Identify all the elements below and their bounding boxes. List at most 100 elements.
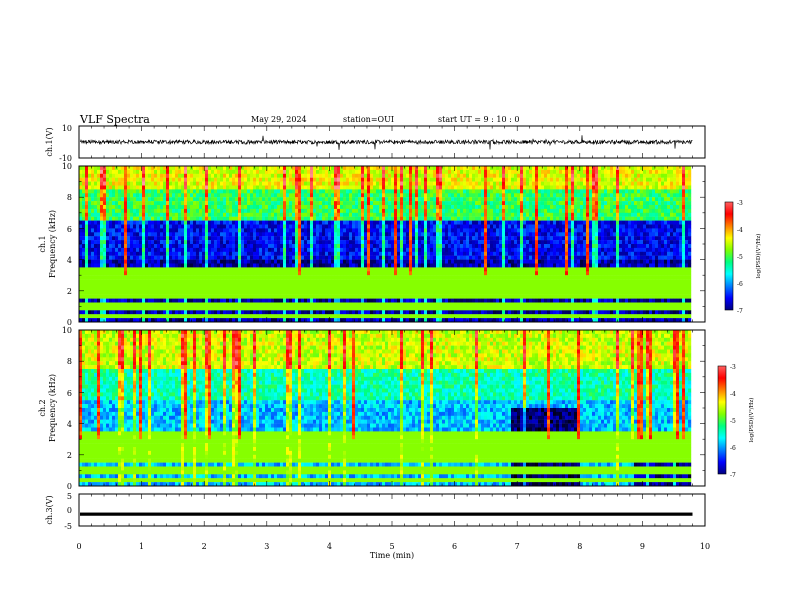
spectrogram-cell: [376, 220, 380, 225]
spectrogram-cell: [91, 177, 95, 182]
spectrogram-cell: [403, 251, 407, 256]
spectrogram-cell: [274, 181, 278, 186]
spectrogram-cell: [340, 169, 344, 174]
spectrogram-cell: [307, 205, 311, 210]
spectrogram-cell: [154, 220, 158, 225]
spectrogram-cell: [334, 236, 338, 241]
spectrogram-cell: [193, 228, 197, 233]
spectrogram-cell: [385, 177, 389, 182]
spectrogram-cell: [196, 240, 200, 245]
spectrogram-cell: [256, 244, 260, 249]
spectrogram-cell: [166, 286, 170, 291]
spectrogram-cell: [259, 240, 263, 245]
spectrogram-cell: [106, 318, 110, 323]
spectrogram-cell: [319, 275, 323, 280]
spectrogram-cell: [145, 306, 149, 311]
spectrogram-cell: [397, 201, 401, 206]
spectrogram-cell: [196, 271, 200, 276]
spectrogram-cell: [274, 189, 278, 194]
spectrogram-cell: [361, 263, 365, 268]
spectrogram-cell: [277, 181, 281, 186]
spectrogram-cell: [103, 271, 107, 276]
spectrogram-cell: [421, 212, 425, 217]
spectrogram-cell: [172, 255, 176, 260]
spectrogram-cell: [334, 224, 338, 229]
spectrogram-cell: [88, 228, 92, 233]
spectrogram-cell: [289, 177, 293, 182]
spectrogram-cell: [343, 193, 347, 198]
spectrogram-cell: [301, 181, 305, 186]
spectrogram-cell: [163, 232, 167, 237]
spectrogram-cell: [187, 283, 191, 288]
spectrogram-cell: [367, 240, 371, 245]
spectrogram-cell: [109, 240, 113, 245]
spectrogram-cell: [220, 228, 224, 233]
spectrogram-cell: [97, 279, 101, 284]
spectrogram-cell: [229, 205, 233, 210]
spectrogram-cell: [328, 283, 332, 288]
spectrogram-cell: [376, 263, 380, 268]
spectrogram-cell: [436, 208, 440, 213]
spectrogram-cell: [205, 169, 209, 174]
spectrogram-cell: [103, 232, 107, 237]
spectrogram-cell: [85, 251, 89, 256]
spectrogram-cell: [136, 283, 140, 288]
spectrogram-cell: [232, 271, 236, 276]
spectrogram-cell: [226, 271, 230, 276]
spectrogram-cell: [283, 279, 287, 284]
spectrogram-cell: [337, 286, 341, 291]
spectrogram-cell: [403, 189, 407, 194]
spectrogram-cell: [328, 236, 332, 241]
spectrogram-cell: [217, 310, 221, 315]
spectrogram-cell: [169, 279, 173, 284]
spectrogram-cell: [295, 267, 299, 272]
spectrogram-cell: [328, 201, 332, 206]
spectrogram-cell: [421, 173, 425, 178]
spectrogram-cell: [142, 310, 146, 315]
spectrogram-cell: [307, 224, 311, 229]
spectrogram-cell: [100, 169, 104, 174]
spectrogram-cell: [355, 201, 359, 206]
spectrogram-cell: [397, 228, 401, 233]
spectrogram-cell: [421, 286, 425, 291]
spectrogram-cell: [133, 271, 137, 276]
spectrogram-cell: [262, 251, 266, 256]
spectrogram-cell: [412, 263, 416, 268]
spectrogram-cell: [214, 267, 218, 272]
spectrogram-cell: [430, 173, 434, 178]
spectrogram-cell: [130, 232, 134, 237]
spectrogram-cell: [127, 173, 131, 178]
spectrogram-cell: [97, 236, 101, 241]
spectrogram-cell: [415, 201, 419, 206]
spectrogram-cell: [178, 247, 182, 252]
spectrogram-cell: [376, 259, 380, 264]
spectrogram-cell: [340, 201, 344, 206]
spectrogram-cell: [316, 279, 320, 284]
spectrogram-cell: [112, 290, 116, 295]
spectrogram-cell: [190, 263, 194, 268]
spectrogram-cell: [271, 173, 275, 178]
spectrogram-cell: [430, 232, 434, 237]
spectrogram-cell: [325, 189, 329, 194]
spectrogram-cell: [151, 205, 155, 210]
spectrogram-cell: [166, 212, 170, 217]
spectrogram-cell: [304, 220, 308, 225]
spectrogram-cell: [118, 205, 122, 210]
spectrogram-cell: [88, 310, 92, 315]
spectrogram-cell: [238, 247, 242, 252]
spectrogram-cell: [217, 228, 221, 233]
spectrogram-cell: [79, 286, 83, 291]
spectrogram-cell: [85, 286, 89, 291]
spectrogram-cell: [214, 271, 218, 276]
spectrogram-cell: [295, 290, 299, 295]
spectrogram-cell: [370, 267, 374, 272]
spectrogram-cell: [385, 240, 389, 245]
spectrogram-cell: [295, 216, 299, 221]
spectrogram-cell: [376, 314, 380, 319]
spectrogram-cell: [355, 197, 359, 202]
spectrogram-cell: [79, 283, 83, 288]
spectrogram-cell: [415, 302, 419, 307]
spectrogram-cell: [139, 240, 143, 245]
spectrogram-cell: [409, 283, 413, 288]
spectrogram-cell: [241, 189, 245, 194]
